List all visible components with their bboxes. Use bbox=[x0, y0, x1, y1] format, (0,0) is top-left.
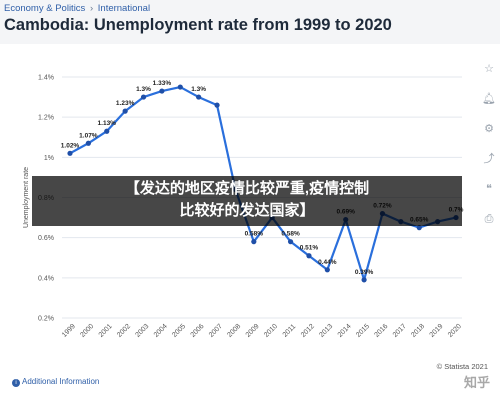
banner-line-2: 比较好的发达国家】 bbox=[179, 202, 315, 219]
data-point bbox=[361, 277, 367, 283]
x-tick-label: 2003 bbox=[134, 323, 150, 339]
data-point bbox=[416, 225, 422, 231]
x-tick-label: 2016 bbox=[373, 323, 389, 339]
additional-information-label: Additional Information bbox=[22, 377, 100, 386]
data-point bbox=[104, 128, 110, 134]
x-tick-label: 2013 bbox=[318, 323, 334, 339]
data-point bbox=[196, 94, 202, 100]
x-tick-label: 2007 bbox=[208, 323, 224, 339]
breadcrumb: Economy & Politics › International bbox=[4, 3, 150, 14]
data-label: 0.58% bbox=[281, 231, 300, 238]
data-point bbox=[67, 150, 73, 156]
quote-icon[interactable]: ❝ bbox=[486, 183, 492, 195]
zhihu-watermark: 知乎 bbox=[463, 375, 490, 390]
gear-icon[interactable]: ⚙ bbox=[484, 123, 494, 135]
data-label: 1.02% bbox=[61, 142, 80, 149]
x-tick-label: 2006 bbox=[190, 323, 206, 339]
breadcrumb-separator: › bbox=[89, 3, 94, 14]
x-tick-label: 2017 bbox=[392, 323, 408, 339]
breadcrumb-item-economy[interactable]: Economy & Politics bbox=[4, 3, 86, 14]
x-tick-label: 2008 bbox=[226, 323, 242, 339]
data-point bbox=[177, 84, 183, 90]
header-bar: Economy & Politics › International Cambo… bbox=[0, 0, 500, 44]
breadcrumb-item-international[interactable]: International bbox=[97, 3, 151, 14]
data-point bbox=[122, 108, 128, 114]
bell-icon[interactable]: 🔔︎ bbox=[482, 93, 496, 105]
x-tick-label: 2000 bbox=[79, 323, 95, 339]
data-point bbox=[251, 239, 257, 245]
x-tick-label: 2010 bbox=[263, 323, 279, 339]
x-tick-label: 2018 bbox=[410, 323, 426, 339]
share-icon[interactable]: ⤴ bbox=[483, 153, 495, 165]
page-title: Cambodia: Unemployment rate from 1999 to… bbox=[4, 16, 392, 34]
x-tick-label: 2012 bbox=[300, 323, 316, 339]
x-tick-label: 2001 bbox=[98, 323, 114, 339]
data-label: 1.13% bbox=[98, 120, 117, 127]
x-tick-label: 2005 bbox=[171, 323, 187, 339]
y-tick-label: 1.4% bbox=[38, 75, 54, 82]
banner-line-1: 【发达的地区疫情比较严重,疫情控制 bbox=[124, 180, 370, 197]
data-point bbox=[324, 267, 330, 273]
x-tick-label: 2015 bbox=[355, 323, 371, 339]
line-chart: 0.2%0.4%0.6%0.8%1%1.2%1.4%Unemployment r… bbox=[23, 75, 464, 339]
x-tick-label: 2019 bbox=[429, 323, 445, 339]
data-point bbox=[159, 88, 165, 94]
data-label: 1.23% bbox=[116, 100, 135, 107]
data-point bbox=[85, 140, 91, 146]
additional-information-link[interactable]: i Additional Information bbox=[12, 377, 99, 387]
x-tick-label: 2004 bbox=[153, 323, 169, 339]
data-point bbox=[306, 253, 312, 259]
data-label: 1.33% bbox=[153, 80, 172, 87]
x-tick-label: 2002 bbox=[116, 323, 132, 339]
y-tick-label: 1% bbox=[44, 155, 54, 162]
data-label: 0.51% bbox=[300, 245, 319, 252]
x-tick-label: 2011 bbox=[282, 323, 298, 339]
y-tick-label: 0.4% bbox=[38, 275, 54, 282]
x-tick-label: 2020 bbox=[447, 323, 463, 339]
data-label: 1.3% bbox=[136, 86, 151, 93]
side-toolbar: ☆ 🔔︎ ⚙ ⤴ ❝ ⎙ bbox=[478, 58, 500, 238]
x-tick-label: 2014 bbox=[337, 323, 353, 339]
y-tick-label: 0.2% bbox=[38, 316, 54, 323]
info-icon: i bbox=[12, 379, 20, 387]
data-point bbox=[287, 239, 294, 245]
data-label: 1.07% bbox=[79, 132, 98, 139]
data-label: 0.39% bbox=[355, 269, 374, 276]
statista-credit: © Statista 2021 bbox=[436, 362, 488, 371]
data-point bbox=[214, 102, 220, 108]
y-axis-label: Unemployment rate bbox=[23, 167, 30, 228]
y-tick-label: 1.2% bbox=[38, 115, 54, 122]
data-label: 0.58% bbox=[245, 231, 264, 238]
print-icon[interactable]: ⎙ bbox=[484, 213, 494, 225]
data-point bbox=[140, 94, 147, 100]
data-label: 1.3% bbox=[191, 86, 206, 93]
y-tick-label: 0.6% bbox=[38, 235, 54, 242]
overlay-banner: 【发达的地区疫情比较严重,疫情控制 比较好的发达国家】 bbox=[32, 176, 462, 226]
x-tick-label: 2009 bbox=[245, 323, 261, 339]
x-tick-label: 1999 bbox=[61, 323, 77, 339]
data-label: 0.44% bbox=[318, 259, 337, 266]
star-icon[interactable]: ☆ bbox=[484, 63, 494, 75]
